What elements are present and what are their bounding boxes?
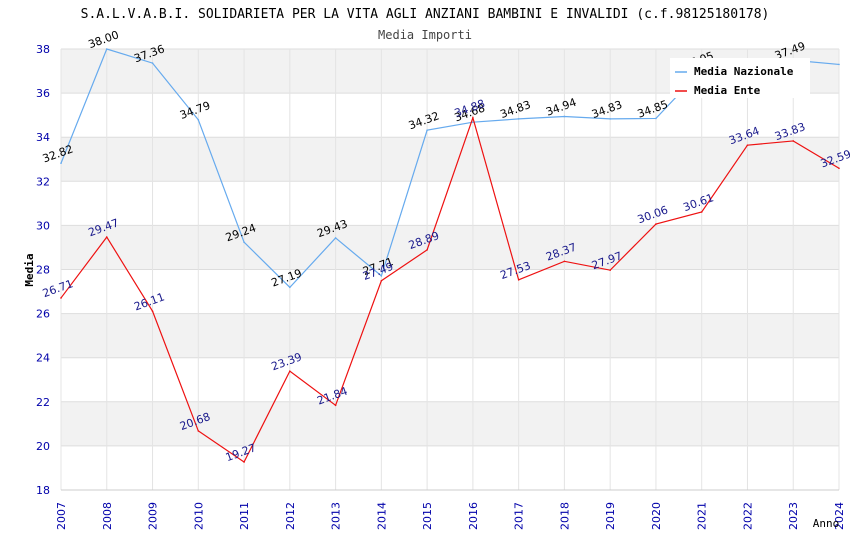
x-tick-label: 2009 <box>147 502 160 530</box>
legend-label-ente: Media Ente <box>694 84 761 97</box>
data-point <box>563 115 566 118</box>
data-point <box>197 118 200 121</box>
data-point <box>60 162 62 165</box>
data-point <box>151 62 154 64</box>
y-tick-label: 26 <box>36 308 50 321</box>
legend-label-nazionale: Media Nazionale <box>694 65 794 78</box>
data-point <box>655 117 657 120</box>
chart-title: S.A.L.V.A.B.I. SOLIDARIETA PER LA VITA A… <box>81 7 770 22</box>
y-tick-label: 20 <box>36 440 50 453</box>
plot-band <box>61 445 839 490</box>
data-point <box>746 144 749 146</box>
data-point <box>60 297 62 299</box>
y-tick-label: 18 <box>36 484 50 497</box>
data-point <box>289 370 291 372</box>
data-point <box>380 275 383 277</box>
x-tick-label: 2017 <box>513 502 526 530</box>
chart-subtitle: Media Importi <box>378 28 472 42</box>
x-tick-label: 2015 <box>421 502 434 530</box>
x-tick-label: 2024 <box>833 502 846 530</box>
data-point <box>426 249 428 251</box>
x-tick-label: 2022 <box>741 502 754 530</box>
data-point <box>700 211 703 213</box>
data-point <box>334 404 337 407</box>
gridlines <box>60 48 840 491</box>
x-axis-label: Anno <box>813 517 840 530</box>
y-tick-label: 38 <box>36 43 50 56</box>
data-point <box>426 129 428 131</box>
data-point <box>472 116 474 119</box>
x-tick-label: 2014 <box>375 502 388 530</box>
data-point <box>838 63 840 66</box>
plot-band <box>61 225 839 270</box>
x-tick-label: 2013 <box>330 502 343 530</box>
plot-band <box>61 269 839 314</box>
series-line-ente <box>60 115 840 463</box>
data-point <box>380 279 383 282</box>
y-tick-label: 36 <box>36 87 50 100</box>
x-tick-label: 2011 <box>238 502 251 530</box>
data-point <box>609 118 611 120</box>
y-tick-label: 28 <box>36 264 50 277</box>
data-point <box>105 236 108 238</box>
y-tick-label: 24 <box>36 352 50 365</box>
x-tick-label: 2018 <box>558 502 571 530</box>
plot-band <box>61 181 839 226</box>
data-label: 38.00 <box>87 28 121 51</box>
x-tick-label: 2008 <box>101 502 114 530</box>
plot-band <box>61 401 839 446</box>
legend: Media Nazionale Media Ente <box>670 58 810 98</box>
data-point <box>197 430 200 432</box>
data-point <box>655 223 657 225</box>
x-tick-label: 2019 <box>604 502 617 530</box>
data-point <box>517 118 520 120</box>
data-point <box>609 269 611 271</box>
y-axis-ticks: 18 20 22 24 26 28 30 32 34 36 38 <box>36 43 50 497</box>
plot-band <box>61 93 839 138</box>
x-tick-label: 2021 <box>696 502 709 530</box>
data-point <box>243 241 245 243</box>
data-point <box>472 121 474 124</box>
x-tick-label: 2020 <box>650 502 663 530</box>
data-point <box>151 310 154 312</box>
x-tick-label: 2010 <box>192 502 205 530</box>
x-tick-label: 2012 <box>284 502 297 530</box>
y-tick-label: 22 <box>36 396 50 409</box>
plot-bands <box>61 49 839 490</box>
data-point <box>243 461 245 463</box>
data-point <box>334 237 337 239</box>
y-tick-label: 32 <box>36 175 50 188</box>
plot-band <box>61 313 839 358</box>
x-axis-ticks: 2007 2008 2009 2010 2011 2012 2013 2014 2015 2016… <box>55 502 846 530</box>
data-point <box>563 260 566 263</box>
y-tick-label: 34 <box>36 131 50 144</box>
data-point <box>838 167 840 170</box>
plot-band <box>61 357 839 402</box>
data-point <box>517 279 520 281</box>
x-tick-label: 2007 <box>55 502 68 530</box>
data-point <box>289 286 291 289</box>
y-tick-label: 30 <box>36 219 50 232</box>
data-point <box>792 140 795 142</box>
legend-box <box>670 58 810 98</box>
y-axis-label: Media <box>23 253 36 286</box>
x-tick-label: 2023 <box>787 502 800 530</box>
data-point <box>105 48 108 50</box>
x-tick-label: 2016 <box>467 502 480 530</box>
plot-band <box>61 137 839 182</box>
